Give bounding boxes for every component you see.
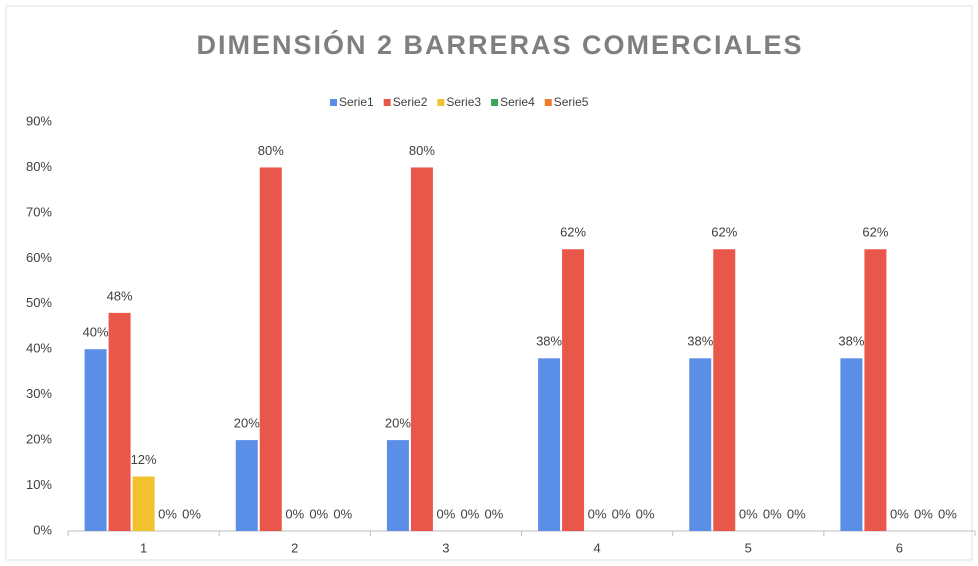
- data-label: 0%: [182, 506, 201, 521]
- bar: [108, 312, 131, 531]
- legend-swatch: [330, 99, 337, 106]
- data-label: 0%: [461, 506, 480, 521]
- legend-label: Serie4: [500, 95, 535, 109]
- bar: [410, 167, 433, 531]
- x-tick-label: 3: [442, 540, 449, 555]
- x-tick-label: 4: [593, 540, 600, 555]
- data-label: 0%: [763, 506, 782, 521]
- data-label: 0%: [588, 506, 607, 521]
- x-tick-label: 1: [140, 540, 147, 555]
- bar: [386, 440, 409, 531]
- y-tick-label: 70%: [26, 204, 52, 219]
- y-tick-label: 30%: [26, 386, 52, 401]
- x-tick-label: 5: [745, 540, 752, 555]
- legend-swatch: [437, 99, 445, 106]
- data-label: 80%: [258, 143, 284, 158]
- data-label: 0%: [787, 506, 806, 521]
- bar: [84, 349, 107, 531]
- data-label: 20%: [234, 416, 260, 431]
- bar: [689, 358, 712, 531]
- data-label: 0%: [636, 506, 655, 521]
- y-tick-label: 40%: [26, 341, 52, 356]
- data-label: 38%: [536, 334, 562, 349]
- chart-border: [5, 5, 973, 561]
- y-tick-label: 0%: [33, 522, 52, 537]
- data-label: 0%: [158, 506, 177, 521]
- bar: [259, 167, 282, 531]
- data-label: 0%: [938, 506, 957, 521]
- data-label: 0%: [914, 506, 933, 521]
- legend-label: Serie1: [339, 95, 374, 109]
- data-label: 0%: [437, 506, 456, 521]
- y-tick-label: 60%: [26, 250, 52, 265]
- data-label: 48%: [107, 288, 133, 303]
- bar: [864, 249, 887, 531]
- legend-label: Serie2: [393, 95, 428, 109]
- data-label: 38%: [687, 334, 713, 349]
- x-tick-label: 6: [896, 540, 903, 555]
- data-label: 80%: [409, 143, 435, 158]
- data-label: 38%: [838, 334, 864, 349]
- x-tick-label: 2: [291, 540, 298, 555]
- y-tick-label: 50%: [26, 295, 52, 310]
- data-label: 0%: [285, 506, 304, 521]
- data-label: 62%: [711, 225, 737, 240]
- legend-swatch: [491, 99, 499, 106]
- data-label: 0%: [890, 506, 909, 521]
- y-tick-label: 90%: [26, 113, 52, 128]
- y-tick-label: 80%: [26, 159, 52, 174]
- data-label: 62%: [560, 225, 586, 240]
- data-label: 0%: [309, 506, 328, 521]
- legend-label: Serie5: [554, 95, 589, 109]
- legend-swatch: [544, 99, 552, 106]
- legend-label: Serie3: [446, 95, 481, 109]
- bar: [132, 476, 155, 531]
- data-label: 20%: [385, 416, 411, 431]
- data-label: 62%: [862, 225, 888, 240]
- y-tick-label: 10%: [26, 477, 52, 492]
- data-label: 12%: [131, 452, 157, 467]
- bar: [235, 440, 258, 531]
- bar: [840, 358, 863, 531]
- bar: [713, 249, 736, 531]
- bar: [538, 358, 561, 531]
- data-label: 0%: [333, 506, 352, 521]
- data-label: 0%: [485, 506, 504, 521]
- data-label: 0%: [612, 506, 631, 521]
- data-label: 0%: [739, 506, 758, 521]
- data-label: 40%: [83, 325, 109, 340]
- bar: [562, 249, 585, 531]
- y-tick-label: 20%: [26, 432, 52, 447]
- chart-title: DIMENSIÓN 2 BARRERAS COMERCIALES: [196, 29, 803, 60]
- legend-swatch: [383, 99, 391, 106]
